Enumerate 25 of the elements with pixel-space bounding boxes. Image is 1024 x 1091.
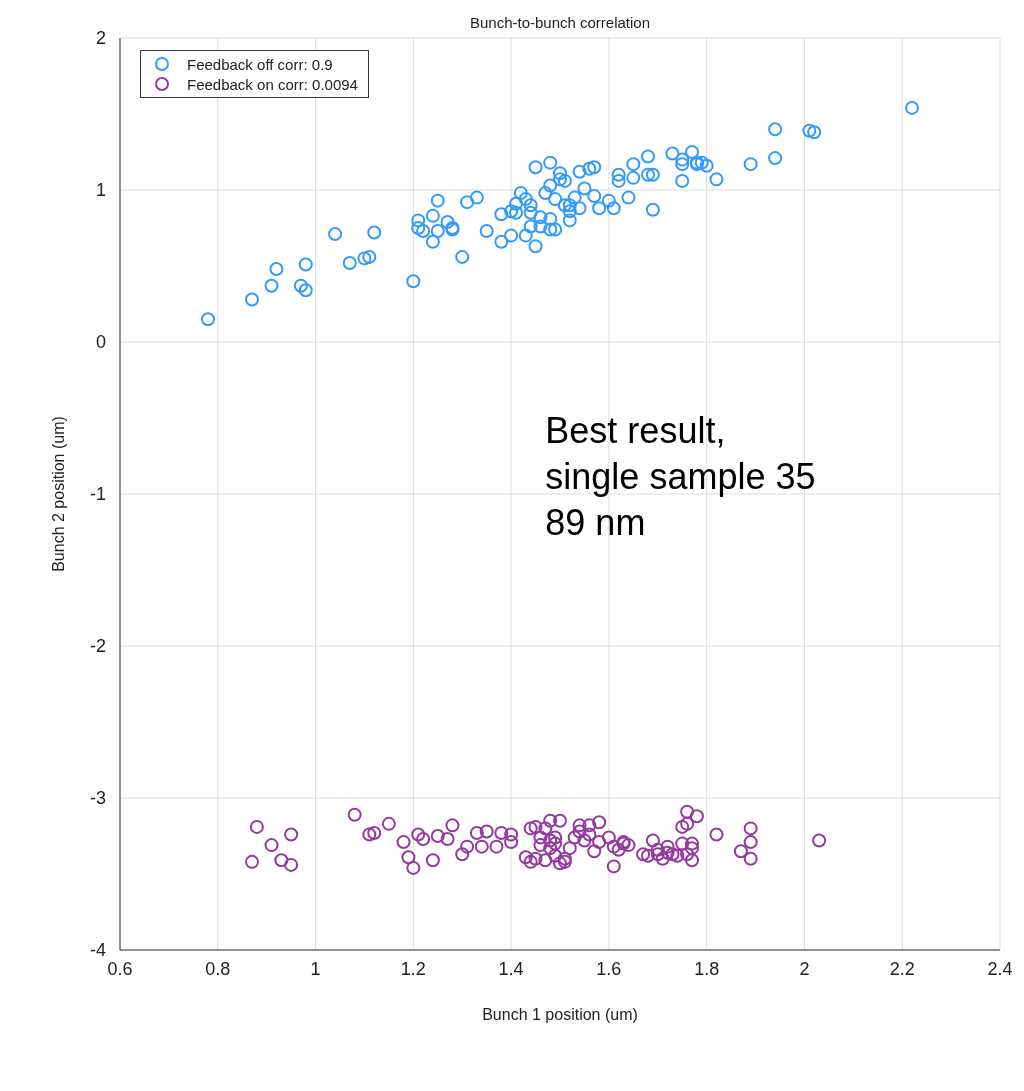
y-tick-label: 1 bbox=[95, 180, 106, 201]
legend-label: Feedback off corr: 0.9 bbox=[187, 55, 333, 73]
legend-label: Feedback on corr: 0.0094 bbox=[187, 75, 358, 93]
x-tick-label: 1 bbox=[310, 958, 321, 979]
annotation: Best result, bbox=[545, 409, 727, 453]
annotation: 89 nm bbox=[545, 501, 647, 545]
annotation: single sample 35 bbox=[545, 455, 816, 499]
x-tick-label: 2.2 bbox=[889, 958, 915, 979]
x-tick-label: 1.2 bbox=[400, 958, 426, 979]
x-tick-label: 1.4 bbox=[498, 958, 524, 979]
y-tick-label: 0 bbox=[95, 332, 106, 353]
x-tick-label: 1.8 bbox=[694, 958, 720, 979]
y-tick-label: -1 bbox=[89, 484, 106, 505]
x-axis-title: Bunch 1 position (um) bbox=[482, 1006, 638, 1023]
y-tick-label: -2 bbox=[89, 636, 106, 657]
y-tick-label: -4 bbox=[89, 940, 106, 961]
y-tick-label: 2 bbox=[95, 28, 106, 49]
x-tick-label: 0.6 bbox=[107, 958, 133, 979]
x-tick-label: 2.4 bbox=[987, 958, 1013, 979]
x-tick-label: 1.6 bbox=[596, 958, 622, 979]
chart-title: Bunch-to-bunch correlation bbox=[468, 14, 652, 31]
y-tick-label: -3 bbox=[89, 788, 106, 809]
y-axis-title: Bunch 2 position (um) bbox=[49, 416, 67, 572]
x-tick-label: 0.8 bbox=[205, 958, 231, 979]
x-tick-label: 2 bbox=[799, 958, 810, 979]
